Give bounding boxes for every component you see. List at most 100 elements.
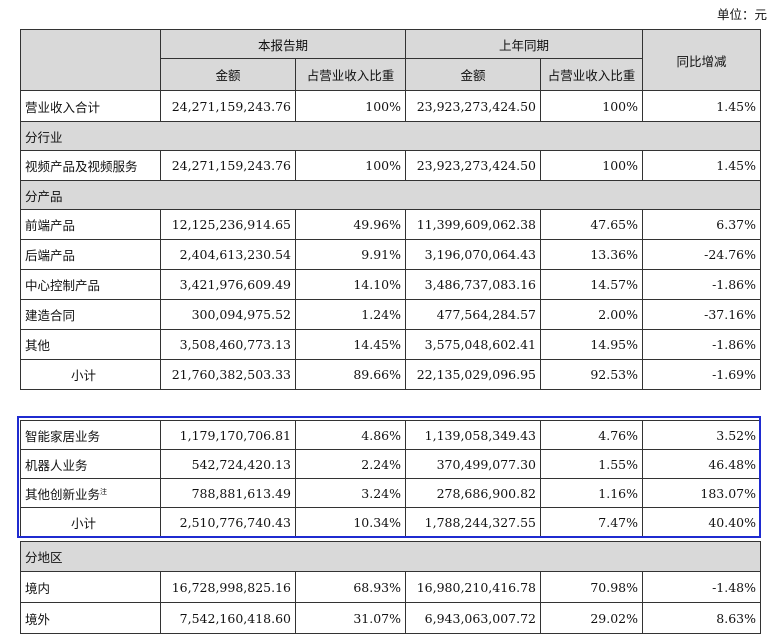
yoy-change: -1.86% [642,329,761,360]
current-share: 49.96% [295,209,406,240]
current-share: 10.34% [295,507,406,537]
yoy-change: -1.69% [642,359,761,390]
current-amount: 7,542,160,418.60 [160,602,296,634]
table-row: 机器人业务 542,724,420.13 2.24% 370,499,077.3… [20,449,761,479]
footnote-mark: 注 [100,487,108,496]
section-region-row: 分地区 [20,541,761,572]
industry-row: 视频产品及视频服务 24,271,159,243.76 100% 23,923,… [20,150,761,181]
yoy-change: 183.07% [642,478,761,508]
current-amount: 788,881,613.49 [160,478,296,508]
prior-share: 29.02% [540,602,643,634]
current-amount: 21,760,382,503.33 [160,359,296,390]
current-amount: 3,421,976,609.49 [160,269,296,300]
prior-amount: 278,686,900.82 [405,478,541,508]
prior-amount: 3,575,048,602.41 [405,329,541,360]
prior-share: 100% [540,90,643,122]
yoy-change: 1.45% [642,150,761,181]
yoy-change: -24.76% [642,239,761,270]
current-amount: 24,271,159,243.76 [160,150,296,181]
current-amount: 2,510,776,740.43 [160,507,296,537]
row-label: 其他创新业务 [25,486,101,502]
prior-amount: 6,943,063,007.72 [405,602,541,634]
yoy-change: -37.16% [642,299,761,330]
current-amount: 12,125,236,914.65 [160,209,296,240]
row-label: 机器人业务 [20,449,161,479]
prior-share: 13.36% [540,239,643,270]
current-amount: 1,179,170,706.81 [160,420,296,450]
yoy-change: -1.48% [642,571,761,603]
current-share: 89.66% [295,359,406,390]
row-label-cell: 其他创新业务注 [20,478,161,508]
prior-share: 70.98% [540,571,643,603]
current-share: 14.10% [295,269,406,300]
prior-share: 47.65% [540,209,643,240]
product-subtotal-row: 小计 21,760,382,503.33 89.66% 22,135,029,0… [20,359,761,390]
yoy-change: 3.52% [642,420,761,450]
row-label: 建造合同 [20,299,161,330]
total-revenue-row: 营业收入合计 24,271,159,243.76 100% 23,923,273… [20,90,761,122]
yoy-change: 8.63% [642,602,761,634]
revenue-table-region: 分地区 境内 16,728,998,825.16 68.93% 16,980,2… [20,541,761,634]
section-region-label: 分地区 [20,541,761,572]
table-row: 中心控制产品 3,421,976,609.49 14.10% 3,486,737… [20,269,761,300]
table-row: 智能家居业务 1,179,170,706.81 4.86% 1,139,058,… [20,420,761,450]
prior-share: 1.55% [540,449,643,479]
prior-amount: 1,139,058,349.43 [405,420,541,450]
row-label: 小计 [20,507,161,537]
header-row-2: 金额 占营业收入比重 金额 占营业收入比重 [20,58,761,91]
prior-share: 14.57% [540,269,643,300]
row-label: 前端产品 [20,209,161,240]
current-share: 9.91% [295,239,406,270]
table-row: 境内 16,728,998,825.16 68.93% 16,980,210,4… [20,571,761,603]
current-share: 100% [295,90,406,122]
prior-share: 7.47% [540,507,643,537]
header-current-period: 本报告期 [160,29,406,59]
prior-amount: 11,399,609,062.38 [405,209,541,240]
prior-share: 1.16% [540,478,643,508]
prior-amount: 1,788,244,327.55 [405,507,541,537]
revenue-table-main: 本报告期 上年同期 同比增减 金额 占营业收入比重 金额 占营业收入比重 营业收… [20,29,761,390]
current-share: 68.93% [295,571,406,603]
current-share: 3.24% [295,478,406,508]
row-label: 后端产品 [20,239,161,270]
header-row-1: 本报告期 上年同期 同比增减 [20,29,761,91]
prior-amount: 370,499,077.30 [405,449,541,479]
yoy-change: -1.86% [642,269,761,300]
header-share-current: 占营业收入比重 [295,58,406,91]
current-amount: 2,404,613,230.54 [160,239,296,270]
current-share: 100% [295,150,406,181]
prior-amount: 3,486,737,083.16 [405,269,541,300]
table-row: 建造合同 300,094,975.52 1.24% 477,564,284.57… [20,299,761,330]
table-row: 其他创新业务注 788,881,613.49 3.24% 278,686,900… [20,478,761,508]
row-label: 中心控制产品 [20,269,161,300]
current-amount: 24,271,159,243.76 [160,90,296,122]
yoy-change: 1.45% [642,90,761,122]
current-amount: 300,094,975.52 [160,299,296,330]
section-industry-label: 分行业 [20,121,761,151]
prior-share: 92.53% [540,359,643,390]
prior-amount: 477,564,284.57 [405,299,541,330]
prior-share: 100% [540,150,643,181]
row-label: 小计 [20,359,161,390]
prior-amount: 23,923,273,424.50 [405,150,541,181]
current-share: 1.24% [295,299,406,330]
prior-amount: 16,980,210,416.78 [405,571,541,603]
header-prior-period: 上年同期 [405,29,643,59]
header-share-prior: 占营业收入比重 [540,58,643,91]
row-label: 境外 [20,602,161,634]
header-amount-current: 金额 [160,58,296,91]
prior-share: 4.76% [540,420,643,450]
prior-share: 14.95% [540,329,643,360]
innovation-subtotal-row: 小计 2,510,776,740.43 10.34% 1,788,244,327… [20,507,761,537]
header-blank-cell [20,29,161,91]
header-yoy-change: 同比增减 [642,29,761,91]
current-share: 31.07% [295,602,406,634]
yoy-change: 40.40% [642,507,761,537]
row-label: 智能家居业务 [20,420,161,450]
section-product-row: 分产品 [20,180,761,210]
row-label: 营业收入合计 [20,90,161,122]
header-amount-prior: 金额 [405,58,541,91]
current-amount: 542,724,420.13 [160,449,296,479]
current-amount: 3,508,460,773.13 [160,329,296,360]
section-product-label: 分产品 [20,180,761,210]
